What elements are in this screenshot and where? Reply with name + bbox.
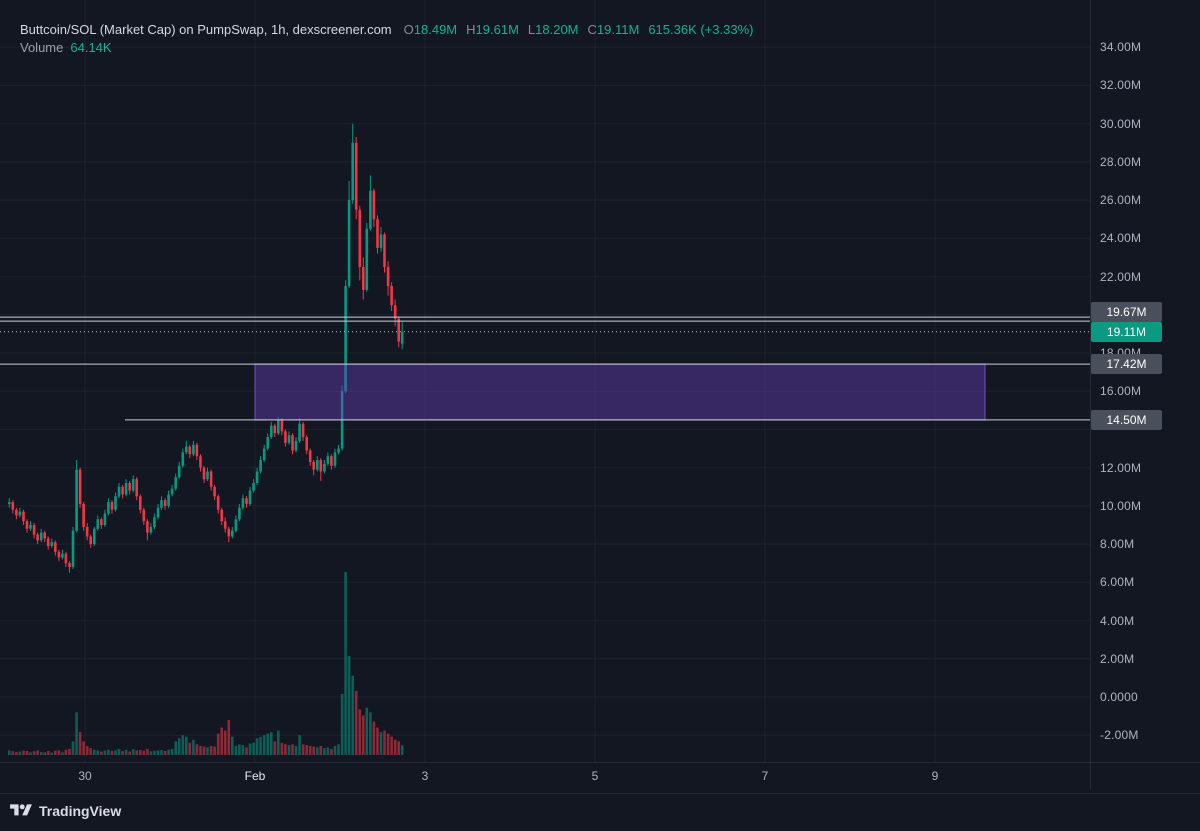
tradingview-logo-icon (10, 804, 32, 816)
price-tick-16.00M: 16.00M (1100, 384, 1142, 399)
time-tick-Feb: Feb (244, 769, 266, 783)
volume-label: Volume (20, 39, 64, 55)
symbol-title: Buttcoin/SOL (Market Cap) on PumpSwap, 1… (20, 21, 392, 37)
price-tick-4.00M: 4.00M (1100, 613, 1135, 628)
price-tick--2.00M: -2.00M (1100, 728, 1139, 743)
price-tick-10.00M: 10.00M (1100, 498, 1142, 513)
price-tick-28.00M: 28.00M (1100, 154, 1142, 169)
tradingview-attribution-link[interactable]: TradingView (10, 802, 121, 819)
high-label: H (466, 21, 476, 37)
price-tick-6.00M: 6.00M (1100, 575, 1135, 590)
close-value: 19.11M (596, 21, 640, 37)
drawing-price-label-17.42M: 17.42M (1091, 354, 1162, 374)
chart-legend: Buttcoin/SOL (Market Cap) on PumpSwap, 1… (20, 20, 753, 56)
price-tick-0.0000: 0.0000 (1100, 690, 1138, 704)
price-axis[interactable]: 34.00M 32.00M 30.00M 28.00M 26.00M 24.00M 22.0… (1090, 0, 1200, 790)
tradingview-attribution-text: TradingView (39, 802, 122, 819)
time-tick-3: 3 (421, 769, 429, 783)
drawing-price-label-19.67M: 19.67M (1091, 302, 1162, 322)
symbol-legend-row: Buttcoin/SOL (Market Cap) on PumpSwap, 1… (20, 20, 753, 38)
volume-legend-row: Volume 64.14K (20, 38, 753, 56)
drawing-price-label-14.50M: 14.50M (1091, 410, 1162, 430)
current-price-label-19.11M: 19.11M (1091, 322, 1162, 342)
low-value: 18.20M (535, 21, 579, 37)
ohlc-readout: O18.49M H19.61M L18.20M C19.11M (404, 22, 640, 37)
time-tick-7: 7 (761, 769, 769, 783)
price-tick-12.00M: 12.00M (1100, 460, 1142, 475)
price-tick-34.00M: 34.00M (1100, 40, 1142, 55)
open-label: O (403, 21, 414, 37)
high-value: 19.61M (475, 21, 519, 37)
time-tick-30: 30 (78, 769, 92, 783)
volume-value: 64.14K (70, 39, 112, 55)
price-tick-2.00M: 2.00M (1100, 651, 1135, 666)
price-tick-8.00M: 8.00M (1100, 537, 1135, 552)
open-value: 18.49M (413, 21, 458, 37)
low-label: L (527, 21, 536, 37)
close-label: C (587, 21, 597, 37)
time-tick-9: 9 (931, 769, 939, 783)
price-tick-32.00M: 32.00M (1100, 78, 1142, 93)
change-readout: 615.36K (+3.33%) (648, 21, 754, 37)
time-tick-5: 5 (591, 769, 599, 783)
price-tick-30.00M: 30.00M (1100, 116, 1142, 131)
time-axis[interactable]: 30 Feb 3 5 7 9 (0, 763, 1090, 791)
price-tick-22.00M: 22.00M (1100, 269, 1142, 284)
price-tick-24.00M: 24.00M (1100, 231, 1142, 246)
price-tick-26.00M: 26.00M (1100, 193, 1142, 208)
